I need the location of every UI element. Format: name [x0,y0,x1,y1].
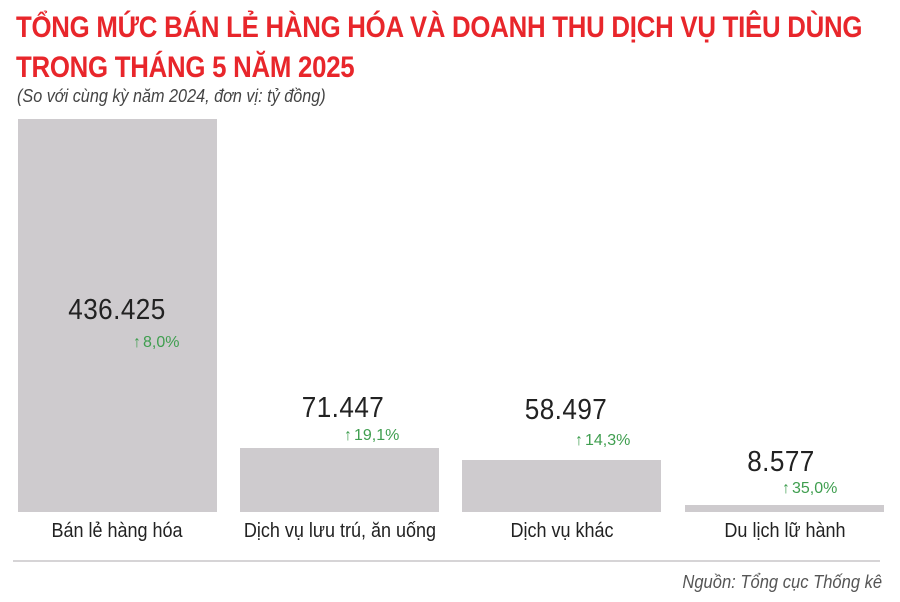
bar-dich-vu-luu-tru-an-uong [240,448,439,512]
bar-dich-vu-khac [462,460,661,512]
bar-value: 8.577 [747,446,815,478]
bar-value: 71.447 [301,392,385,424]
arrow-up-icon: ↑ [133,334,141,351]
source-note: Nguồn: Tổng cục Thống kê [682,572,882,592]
title-line-2: TRONG THÁNG 5 NĂM 2025 [16,51,355,84]
category-label: Du lịch lữ hành [724,520,846,542]
category-label: Dịch vụ lưu trú, ăn uống [243,520,437,542]
growth-badge: ↑ 19,1% [344,427,399,445]
bar-value: 58.497 [524,394,608,426]
growth-badge: ↑ 14,3% [575,432,630,450]
chart-title: TỔNG MỨC BÁN LẺ HÀNG HÓA VÀ DOANH THU DỊ… [16,8,863,88]
title-line-1: TỔNG MỨC BÁN LẺ HÀNG HÓA VÀ DOANH THU DỊ… [16,11,863,44]
chart-subtitle: (So với cùng kỳ năm 2024, đơn vị: tỷ đồn… [17,86,326,106]
growth-badge: ↑ 35,0% [782,480,837,498]
growth-value: 8,0% [143,334,180,351]
growth-badge: ↑ 8,0% [133,334,179,352]
growth-value: 14,3% [585,432,631,449]
growth-value: 19,1% [354,427,400,444]
bar-ban-le-hang-hoa [18,119,217,512]
growth-value: 35,0% [792,480,838,497]
arrow-up-icon: ↑ [782,480,790,497]
category-label: Dịch vụ khác [510,520,614,542]
footer-divider [13,560,880,562]
arrow-up-icon: ↑ [575,432,583,449]
category-label: Bán lẻ hàng hóa [51,520,183,542]
bar-value: 436.425 [68,294,166,326]
bar-du-lich-lu-hanh [685,505,884,512]
arrow-up-icon: ↑ [344,427,352,444]
